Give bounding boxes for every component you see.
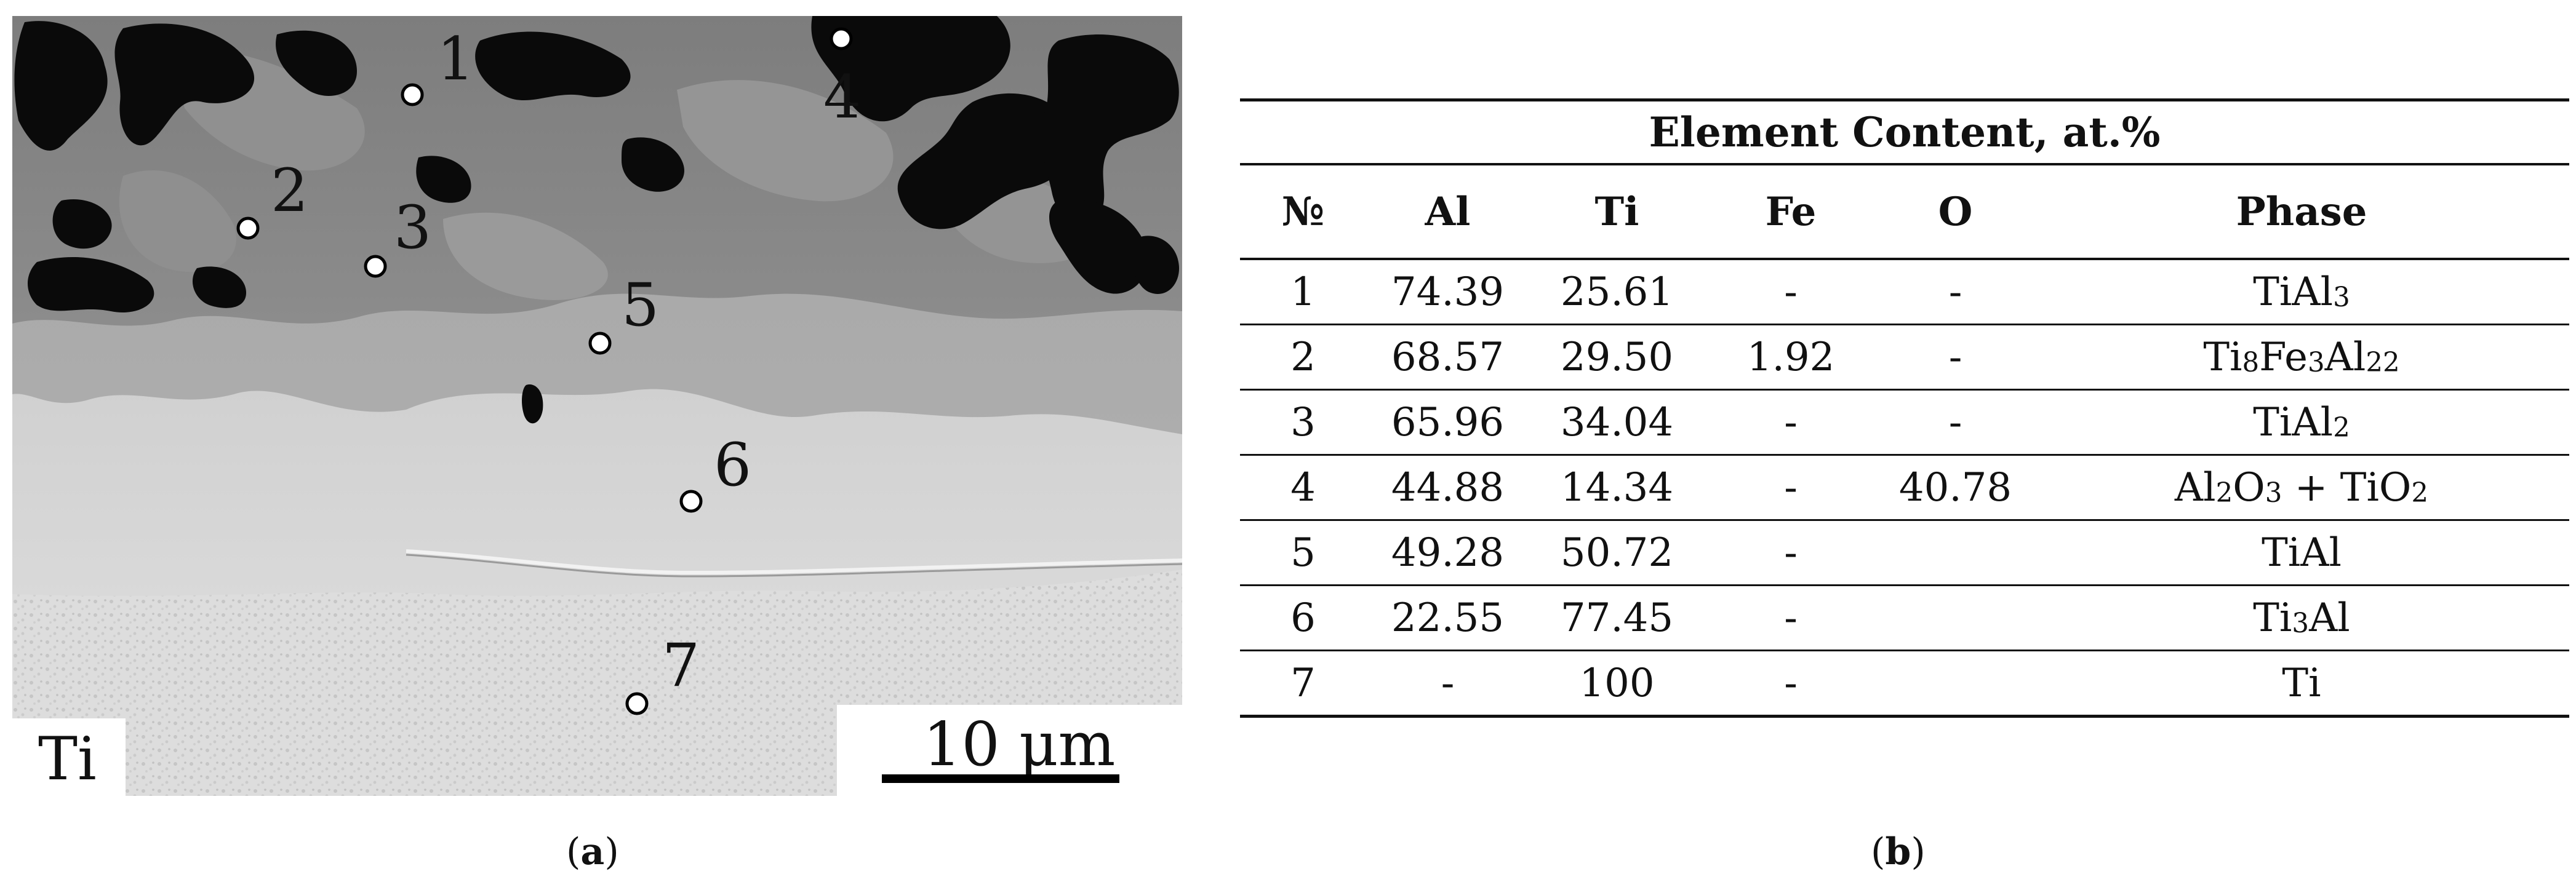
micrograph-image (12, 16, 1182, 796)
table-cell-no: 3 (1240, 389, 1366, 456)
table-cell-o: - (1877, 259, 2034, 325)
table-cell-al: 74.39 (1366, 259, 1529, 325)
table-cell-al: 68.57 (1366, 324, 1529, 391)
point-6-marker (679, 490, 703, 513)
point-label-3: 3 (394, 193, 432, 262)
table-header-row: № Al Ti Fe O Phase (1240, 164, 2569, 260)
region-label-ti: Ti (38, 725, 97, 793)
table-cell-o (1877, 650, 2034, 718)
table-cell-al: 49.28 (1366, 520, 1529, 586)
table-cell-o: 40.78 (1877, 455, 2034, 521)
point-label-5: 5 (622, 271, 660, 340)
table-cell-phase: Ti3Al (2034, 585, 2569, 651)
col-header-phase: Phase (2034, 164, 2569, 260)
table-cell-no: 1 (1240, 259, 1366, 325)
table-cell-fe: - (1705, 389, 1877, 456)
table-cell-phase: Ti (2034, 650, 2569, 718)
table-cell-phase: TiAl (2034, 520, 2569, 586)
point-label-2: 2 (271, 156, 309, 225)
table-cell-ti: 100 (1529, 650, 1705, 718)
table-cell-fe: - (1705, 650, 1877, 718)
point-2-marker (236, 217, 260, 240)
table-cell-fe: 1.92 (1705, 324, 1877, 391)
point-label-6: 6 (714, 431, 752, 499)
table-cell-ti: 77.45 (1529, 585, 1705, 651)
table-cell-o: - (1877, 389, 2034, 456)
table-cell-no: 2 (1240, 324, 1366, 391)
col-header-ti: Ti (1529, 164, 1705, 260)
region-label-box (12, 718, 126, 796)
caption-a: (a) (566, 830, 619, 873)
point-label-4: 4 (823, 63, 862, 132)
table-cell-no: 5 (1240, 520, 1366, 586)
sem-micrograph: 1 2 3 4 5 6 7 Ti 10 µm (12, 16, 1182, 796)
point-3-marker (364, 255, 387, 278)
col-header-o: O (1877, 164, 2034, 260)
table-row: 1 74.39 25.61- - TiAl3 (1240, 259, 2569, 325)
table-row: 3 65.96 34.04- - TiAl2 (1240, 389, 2569, 456)
point-5-marker (588, 332, 612, 355)
col-header-al: Al (1366, 164, 1529, 260)
scale-bar-label: 10 µm (923, 710, 1116, 780)
point-1-marker (401, 83, 424, 106)
table-cell-fe: - (1705, 455, 1877, 521)
table-cell-ti: 34.04 (1529, 389, 1705, 456)
table-cell-no: 7 (1240, 650, 1366, 718)
caption-b: (b) (1871, 830, 1926, 873)
table-row: 7-100- Ti (1240, 650, 2569, 718)
table-title-row: Element Content, at.% (1240, 98, 2569, 165)
table-cell-fe: - (1705, 259, 1877, 325)
table-cell-fe: - (1705, 585, 1877, 651)
table-row: 6 22.55 77.45- Ti3Al (1240, 585, 2569, 651)
table-row: 2 68.57 29.50 1.92- Ti8Fe3Al22 (1240, 324, 2569, 391)
scale-bar (882, 774, 1119, 783)
point-label-1: 1 (437, 25, 475, 93)
table-cell-al: - (1366, 650, 1529, 718)
table-cell-phase: Al2O3 + TiO2 (2034, 455, 2569, 521)
table-cell-phase: Ti8Fe3Al22 (2034, 324, 2569, 391)
table-cell-o (1877, 520, 2034, 586)
table-cell-o: - (1877, 324, 2034, 391)
table-cell-al: 22.55 (1366, 585, 1529, 651)
table-cell-fe: - (1705, 520, 1877, 586)
table-cell-ti: 50.72 (1529, 520, 1705, 586)
table-cell-no: 6 (1240, 585, 1366, 651)
table-cell-al: 44.88 (1366, 455, 1529, 521)
table-cell-no: 4 (1240, 455, 1366, 521)
col-header-fe: Fe (1705, 164, 1877, 260)
table-cell-phase: TiAl3 (2034, 259, 2569, 325)
table-body: 1 74.39 25.61- - TiAl3 2 68.57 29.50 1.92- Ti8Fe3… (1240, 259, 2569, 718)
col-header-no: № (1240, 164, 1366, 260)
caption-a-letter: a (580, 830, 605, 873)
table-cell-ti: 14.34 (1529, 455, 1705, 521)
table-cell-ti: 25.61 (1529, 259, 1705, 325)
table-cell-phase: TiAl2 (2034, 389, 2569, 456)
caption-b-letter: b (1885, 830, 1911, 873)
point-4-marker (830, 27, 853, 50)
point-7-marker (625, 692, 649, 715)
element-content-table: Element Content, at.% № Al Ti Fe O Phase… (1240, 98, 2569, 718)
point-label-7: 7 (662, 631, 700, 700)
table-row: 4 44.88 14.34-40.78 Al2O3 + TiO2 (1240, 455, 2569, 521)
table-cell-o (1877, 585, 2034, 651)
table-title: Element Content, at.% (1240, 98, 2569, 165)
table-row: 5 49.28 50.72- TiAl (1240, 520, 2569, 586)
table-cell-ti: 29.50 (1529, 324, 1705, 391)
table-cell-al: 65.96 (1366, 389, 1529, 456)
element-content-table-wrap: Element Content, at.% № Al Ti Fe O Phase… (1240, 98, 2569, 718)
